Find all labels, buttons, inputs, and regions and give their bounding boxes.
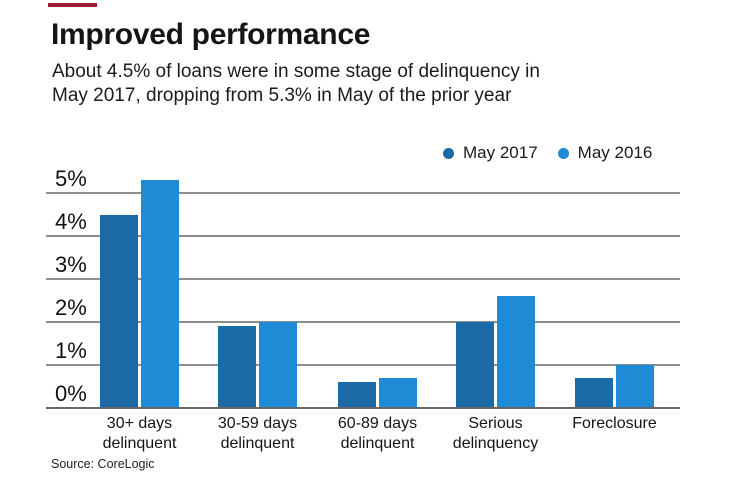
subtitle-line-1: About 4.5% of loans were in some stage o… [52, 61, 540, 82]
y-axis-tick-label: 5% [55, 166, 87, 191]
bar-may-2017-60-89-days-delinquent [338, 382, 376, 408]
gridline [46, 364, 680, 366]
x-axis-category-label-line: Serious [468, 415, 523, 432]
bar-may-2016-serious-delinquency [497, 296, 535, 408]
y-axis-tick-label: 2% [55, 295, 87, 320]
y-axis-tick-label: 1% [55, 338, 87, 363]
subtitle-line-2: May 2017, dropping from 5.3% in May of t… [52, 85, 512, 106]
legend: May 2017 May 2016 [443, 143, 652, 163]
y-axis-tick-label: 3% [55, 252, 87, 277]
x-axis-category-label: 30-59 days delinquent [183, 414, 333, 454]
bar-may-2016-60-89-days-delinquent [379, 377, 417, 408]
bar-may-2017-serious-delinquency [456, 322, 494, 408]
x-axis-category-label: 60-89 days delinquent [303, 414, 453, 454]
x-axis-category-label: Serious delinquency [421, 414, 571, 454]
gridline [46, 192, 680, 194]
x-axis-baseline [46, 407, 680, 409]
y-axis-tick-label: 0% [55, 381, 87, 406]
gridline [46, 235, 680, 237]
x-axis-category-label-line: 30-59 days [217, 415, 298, 432]
x-axis-category-label-line: delinquent [220, 435, 295, 452]
bar-may-2017-foreclosure [575, 377, 613, 408]
legend-dot-may-2017-icon [443, 147, 454, 159]
chart-title: Improved performance [51, 18, 371, 51]
x-axis-category-label-line: Foreclosure [572, 415, 657, 432]
bar-may-2017-30-days-delinquent [100, 214, 138, 408]
x-axis-category-label-line: delinquent [340, 435, 415, 452]
bar-may-2016-foreclosure [616, 365, 654, 408]
bar-may-2016-30-days-delinquent [141, 180, 179, 408]
x-axis-category-label-line: 30+ days [106, 415, 173, 432]
legend-label-may-2016: May 2016 [577, 143, 653, 162]
x-axis-category-label: Foreclosure [540, 414, 690, 434]
x-axis-category-label-line: delinquency [452, 435, 539, 452]
x-axis-category-label-line: delinquent [102, 435, 177, 452]
legend-dot-may-2016-icon [557, 147, 569, 159]
chart-subtitle: About 4.5% of loans were in some stage o… [52, 60, 540, 108]
x-axis-category-label: 30+ days delinquent [65, 414, 215, 454]
gridline [46, 278, 680, 280]
legend-item-may-2017: May 2017 [443, 143, 538, 163]
bar-may-2016-30-59-days-delinquent [259, 322, 297, 408]
legend-label-may-2017: May 2017 [463, 143, 538, 162]
gridline [46, 321, 680, 323]
brand-accent-bar [48, 3, 97, 7]
y-axis-tick-label: 4% [55, 209, 87, 234]
bar-may-2017-30-59-days-delinquent [218, 326, 256, 408]
source-note: Source: CoreLogic [51, 457, 155, 471]
legend-item-may-2016: May 2016 [557, 143, 653, 163]
x-axis-category-label-line: 60-89 days [337, 415, 418, 432]
